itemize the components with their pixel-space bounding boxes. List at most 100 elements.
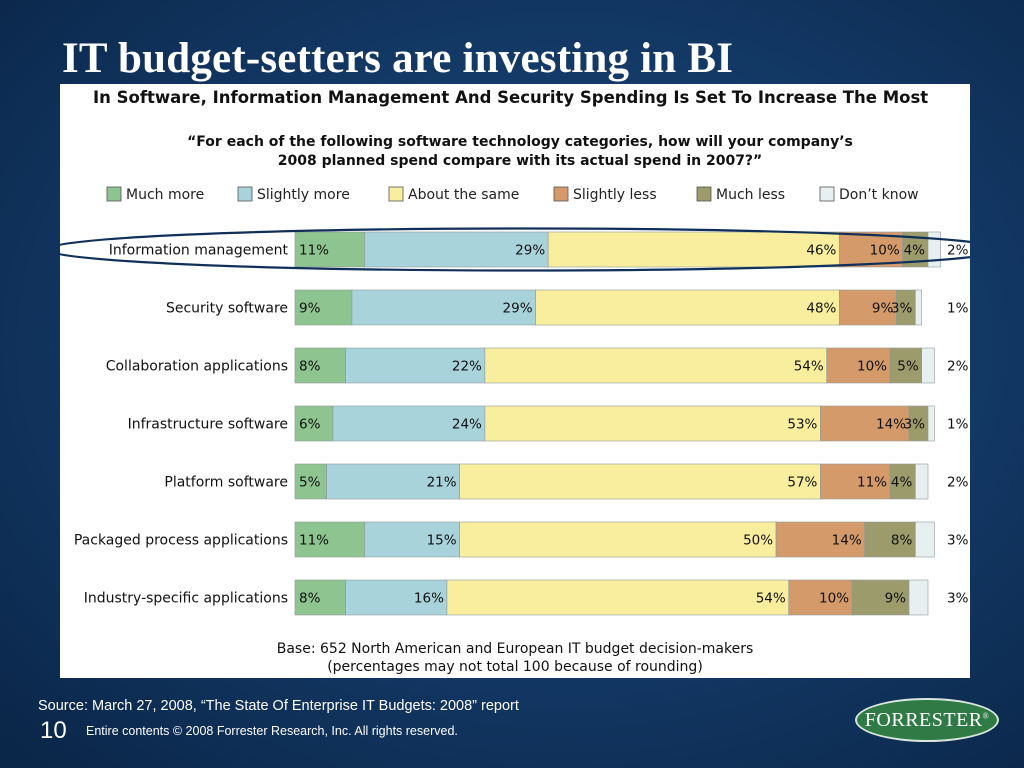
copyright-notice: Entire contents © 2008 Forrester Researc… [86, 724, 458, 738]
data-label: 22% [452, 359, 482, 375]
logo-text: FORRESTER® [864, 708, 990, 731]
data-label: 29% [515, 243, 545, 259]
bar-segment [294, 405, 334, 442]
category-label: Infrastructure software [128, 417, 288, 433]
chart-figure: In Software, Information Management And … [60, 84, 970, 678]
data-label: 29% [503, 301, 533, 317]
bar-segment [332, 405, 486, 442]
legend-swatch [237, 186, 253, 202]
category-label: Collaboration applications [106, 359, 288, 375]
stacked-bar-chart: In Software, Information Management And … [60, 88, 970, 675]
data-label: 5% [299, 475, 321, 491]
bar-segment [921, 347, 935, 384]
data-label: 2% [947, 243, 969, 259]
legend-swatch [819, 186, 835, 202]
data-label: 3% [904, 417, 926, 433]
bar-segment [915, 463, 929, 500]
bar-segment [908, 579, 929, 616]
bar-segment [345, 347, 486, 384]
bar-segment [459, 521, 777, 558]
bar-segment [446, 579, 790, 616]
data-label: 1% [947, 301, 969, 317]
data-label: 9% [872, 301, 894, 317]
bar-segment [345, 579, 448, 616]
data-label: 53% [787, 417, 817, 433]
data-label: 16% [414, 591, 444, 607]
bar-segment [826, 347, 891, 384]
data-label: 57% [787, 475, 817, 491]
category-label: Security software [166, 301, 288, 317]
data-label: 5% [897, 359, 919, 375]
data-label: 9% [299, 301, 321, 317]
legend-label: Much less [716, 187, 785, 203]
bar-segment [294, 231, 365, 268]
legend-swatch [106, 186, 122, 202]
bar-segment [459, 463, 821, 500]
legend-swatch [696, 186, 712, 202]
bar-segment [326, 463, 460, 500]
data-label: 8% [891, 533, 913, 549]
data-label: 11% [857, 475, 887, 491]
bar-segment [788, 579, 853, 616]
highlight-ellipse [60, 227, 970, 272]
bar-segment [535, 289, 840, 326]
bar-segment [820, 405, 910, 442]
data-label: 14% [876, 417, 906, 433]
data-label: 14% [832, 533, 862, 549]
data-label: 4% [904, 243, 926, 259]
legend-label: About the same [408, 187, 519, 203]
bar-segment [484, 347, 828, 384]
bar-segment [294, 347, 346, 384]
data-label: 11% [299, 533, 329, 549]
data-label: 48% [806, 301, 836, 317]
bar-segment [351, 289, 536, 326]
bar-segment [915, 289, 922, 326]
data-label: 3% [947, 533, 969, 549]
bar-segment [889, 347, 922, 384]
data-label: 11% [299, 243, 329, 259]
bar-segment [364, 231, 549, 268]
bar-segment [839, 289, 897, 326]
data-label: 24% [452, 417, 482, 433]
category-label: Industry-specific applications [84, 591, 288, 607]
bar-segment [547, 231, 840, 268]
category-label: Packaged process applications [74, 533, 288, 549]
data-label: 4% [891, 475, 913, 491]
data-label: 9% [885, 591, 907, 607]
chart-subtitle-line: “For each of the following software tech… [187, 134, 853, 150]
legend-swatch [553, 186, 569, 202]
source-note: Source: March 27, 2008, “The State Of En… [38, 698, 519, 714]
bar-segment [364, 521, 460, 558]
bar-segment [839, 231, 903, 268]
chart-subtitle-line: 2008 planned spend compare with its actu… [278, 153, 763, 169]
bar-segment [294, 289, 353, 326]
category-label: Information management [109, 243, 289, 259]
data-label: 1% [947, 417, 969, 433]
forrester-logo: FORRESTER® [855, 698, 999, 742]
data-label: 21% [427, 475, 457, 491]
data-label: 8% [299, 591, 321, 607]
bar-segment [294, 521, 365, 558]
chart-footnote-line: Base: 652 North American and European IT… [277, 641, 754, 657]
bar-segment [775, 521, 866, 558]
data-label: 2% [947, 359, 969, 375]
data-label: 46% [806, 243, 836, 259]
data-label: 10% [819, 591, 849, 607]
bar-segment [864, 521, 916, 558]
category-label: Platform software [164, 475, 288, 491]
data-label: 2% [947, 475, 969, 491]
data-label: 6% [299, 417, 321, 433]
slide-title: IT budget-setters are investing in BI [62, 35, 734, 82]
page-number: 10 [40, 717, 67, 744]
legend-label: Slightly less [573, 187, 657, 203]
data-label: 10% [857, 359, 887, 375]
data-label: 3% [891, 301, 913, 317]
bar-segment [889, 463, 916, 500]
chart-title: In Software, Information Management And … [93, 88, 928, 107]
bar-segment [484, 405, 821, 442]
data-label: 50% [743, 533, 773, 549]
chart-footnote-line: (percentages may not total 100 because o… [327, 659, 703, 675]
legend-label: Much more [126, 187, 204, 203]
bar-segment [927, 405, 935, 442]
legend-label: Don’t know [839, 187, 919, 203]
